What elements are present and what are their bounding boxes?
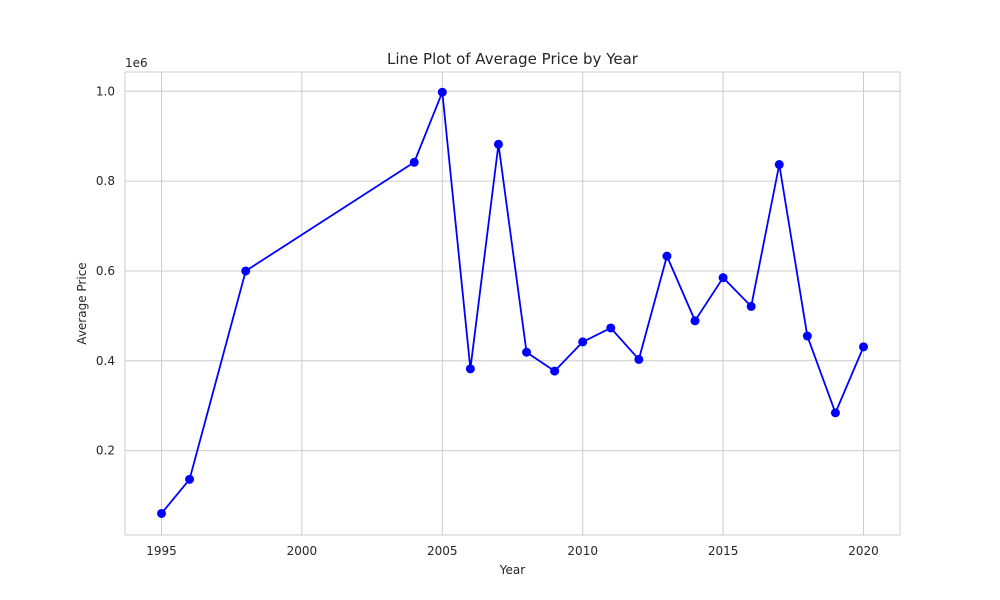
data-point <box>718 273 728 283</box>
data-point <box>550 366 560 376</box>
plot-frame <box>124 71 901 536</box>
y-offset-label: 1e6 <box>125 56 148 70</box>
x-tick-label: 2010 <box>567 544 598 558</box>
series-line <box>160 91 865 515</box>
y-tick-label: 0.4 <box>96 354 115 368</box>
data-point <box>802 331 812 341</box>
data-point <box>522 347 532 357</box>
data-point <box>185 474 195 484</box>
chart-title: Line Plot of Average Price by Year <box>387 50 639 68</box>
data-point <box>493 139 503 149</box>
tick-layer: 1995 2000 2005 2010 2015 2020 0.2 0.4 0.6 0.8 1.0 <box>96 84 879 558</box>
data-point <box>634 354 644 364</box>
series-layer <box>157 87 868 518</box>
x-tick-label: 1995 <box>146 544 177 558</box>
x-tick-label: 2020 <box>848 544 879 558</box>
x-tick-label: 2015 <box>708 544 739 558</box>
y-axis-label: Average Price <box>75 262 89 344</box>
data-point <box>465 364 475 374</box>
data-point <box>578 337 588 347</box>
data-point <box>830 408 840 418</box>
data-point <box>437 87 447 97</box>
data-point <box>157 508 167 518</box>
data-point <box>606 323 616 333</box>
y-tick-label: 0.8 <box>96 174 115 188</box>
x-tick-label: 2000 <box>287 544 318 558</box>
y-tick-label: 0.2 <box>96 444 115 458</box>
data-point <box>746 301 756 311</box>
x-tick-label: 2005 <box>427 544 458 558</box>
data-point <box>858 342 868 352</box>
data-point <box>690 316 700 326</box>
data-point <box>662 251 672 261</box>
grid-layer <box>125 72 900 535</box>
data-point <box>774 160 784 170</box>
data-point <box>241 266 251 276</box>
y-tick-label: 0.6 <box>96 264 115 278</box>
y-tick-label: 1.0 <box>96 84 115 98</box>
x-axis-label: Year <box>499 563 525 577</box>
data-point <box>409 157 419 167</box>
